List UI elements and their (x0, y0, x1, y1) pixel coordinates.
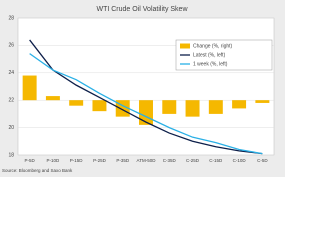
y-tick-label: 26 (8, 43, 14, 49)
x-tick-label: C-5D (257, 158, 268, 163)
legend-swatch (180, 43, 190, 49)
y-tick-label: 24 (8, 70, 14, 76)
bar (45, 96, 60, 101)
line-series (29, 53, 263, 155)
chart: WTI Crude Oil Volatility Skew Source: Bl… (0, 0, 285, 177)
legend-label: 1 week (%, left) (193, 61, 228, 67)
x-tick-label: P-5D (25, 158, 36, 163)
bar (92, 100, 107, 112)
x-tick-label: P-10D (47, 158, 61, 163)
x-tick-label: C-15D (209, 158, 223, 163)
x-tick-label: C-25D (186, 158, 200, 163)
bar (69, 100, 84, 106)
line-series (29, 39, 263, 155)
bar (208, 100, 223, 114)
plot-area (17, 17, 275, 156)
bar (185, 100, 200, 117)
bar (139, 100, 153, 125)
bar (255, 100, 270, 103)
x-tick-label: P-25D (93, 158, 107, 163)
source: Source: Bloomberg and Saxo Bank (2, 168, 73, 173)
legend-box (175, 39, 273, 71)
y-tick-label: 20 (8, 125, 14, 131)
x-tick-label: C-10D (233, 158, 247, 163)
legend-label: Change (%, right) (193, 43, 233, 49)
bar (232, 100, 247, 109)
legend-label: Latest (%, left) (193, 52, 226, 58)
y-tick-label: 28 (8, 15, 14, 21)
x-tick-label: C-35D (163, 158, 177, 163)
x-tick-label: P-15D (70, 158, 84, 163)
y-tick-label: 18 (8, 152, 14, 158)
chart-title: WTI Crude Oil Volatility Skew (96, 6, 188, 13)
page: WTI Crude Oil Volatility Skew Source: Bl… (0, 0, 285, 177)
y-tick-label: 22 (8, 98, 14, 104)
x-tick-label: ATM-50D (137, 158, 157, 163)
bar (22, 75, 37, 101)
bar (162, 100, 177, 114)
x-tick-label: P-35D (116, 158, 130, 163)
